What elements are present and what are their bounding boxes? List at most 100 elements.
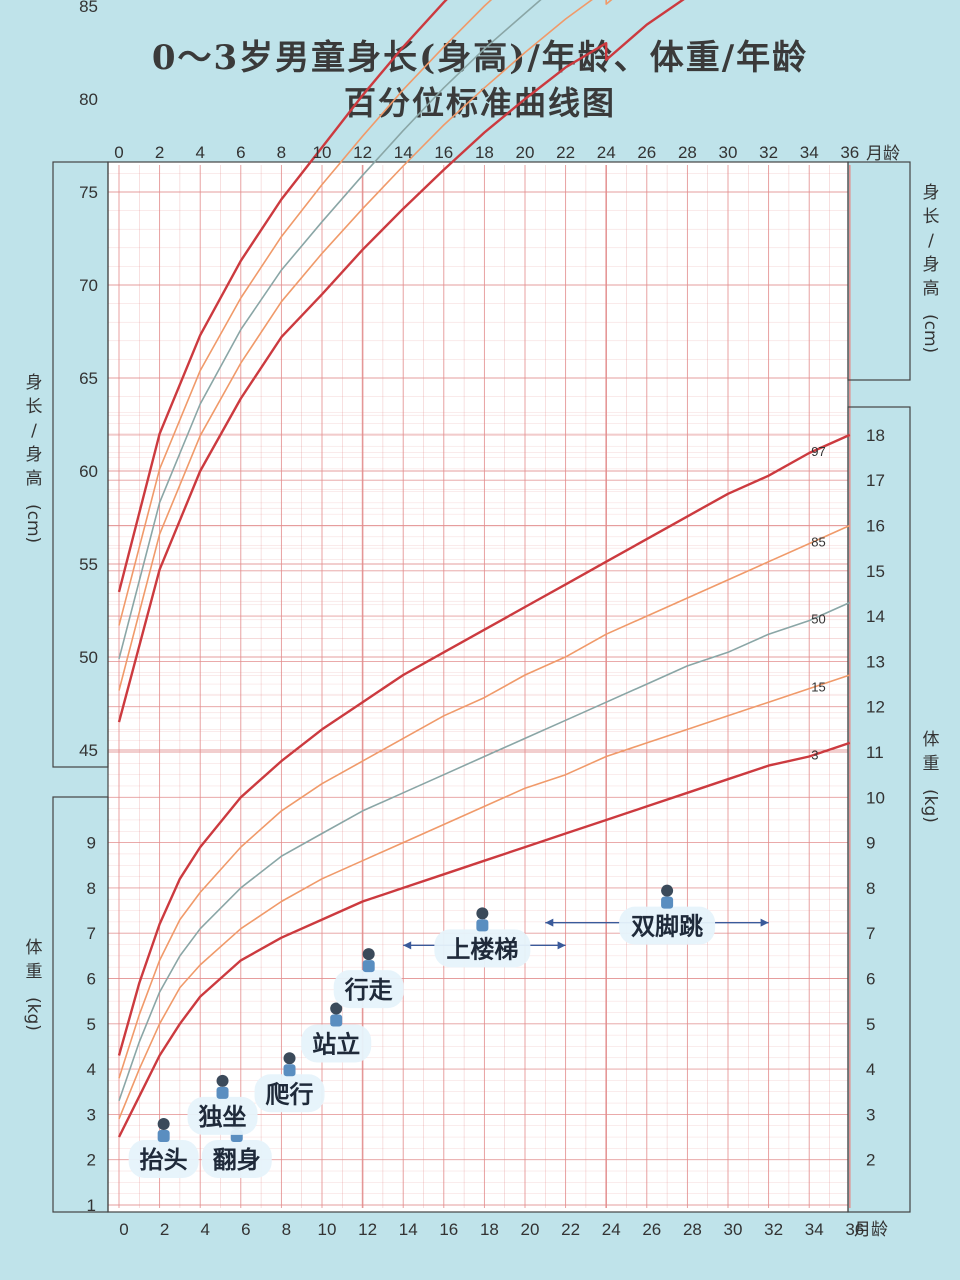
axis-label-char: 体 (923, 730, 940, 750)
x-tick-top: 8 (277, 143, 286, 162)
axis-label-unit: (kg) (23, 997, 43, 1031)
weight-tick-left: 6 (87, 970, 96, 989)
x-unit-top: 月龄 (866, 144, 900, 164)
milestone-bubble (619, 906, 716, 945)
weight-percentile-label: 15 (811, 680, 825, 695)
plot-frame (107, 161, 849, 1213)
x-tick-bottom: 26 (642, 1220, 661, 1239)
x-unit-bottom: 月龄 (854, 1220, 888, 1240)
axis-label-char: 身 (26, 373, 43, 393)
weight-axis-label-left: 体重 (kg) (23, 938, 43, 1031)
x-tick-bottom: 28 (683, 1220, 702, 1239)
x-tick-top: 2 (155, 143, 164, 162)
height-curve-p97 (117, 0, 448, 593)
axis-label-char: 身 (923, 183, 940, 203)
weight-tick-left: 3 (87, 1105, 96, 1124)
weight-tick-right: 16 (866, 517, 885, 536)
x-tick-top: 18 (475, 143, 494, 162)
x-tick-top: 22 (556, 143, 575, 162)
milestone: 双脚跳 (545, 884, 769, 945)
milestone: 上楼梯 (403, 907, 566, 968)
height-tick-left: 70 (79, 276, 98, 295)
x-tick-bottom: 30 (724, 1220, 743, 1239)
weight-tick-left: 7 (87, 924, 96, 943)
height-axis-label-right: 身长∕身高(cm) (920, 183, 940, 353)
x-tick-bottom: 6 (241, 1220, 250, 1239)
milestone-bubble (187, 1096, 258, 1135)
figure-head (157, 1117, 170, 1130)
weight-tick-right: 7 (866, 924, 875, 943)
grid (108, 165, 851, 1208)
height-tick-left: 65 (79, 369, 98, 388)
weight-tick-right: 8 (866, 879, 875, 898)
weight-tick-right: 3 (866, 1105, 875, 1124)
weight-tick-left: 4 (87, 1060, 96, 1079)
milestone-bubble (301, 1024, 372, 1063)
x-tick-top: 14 (394, 143, 413, 162)
figure-body (283, 1064, 296, 1077)
weight-axis-label-right: 体重 (kg) (920, 730, 940, 823)
x-tick-top: 12 (353, 143, 372, 162)
x-tick-bottom: 2 (160, 1220, 169, 1239)
x-tick-top: 36 (840, 143, 859, 162)
milestone-label: 双脚跳 (631, 913, 703, 941)
x-tick-top: 0 (114, 143, 123, 162)
figure-body (216, 1086, 229, 1099)
weight-percentile-label: 97 (811, 444, 825, 459)
milestone: 独坐 (187, 1074, 258, 1135)
weight-tick-right: 14 (866, 607, 885, 626)
axis-label-char: 高 (923, 279, 940, 299)
x-tick-bottom: 24 (602, 1220, 621, 1239)
height-curve-p3 (117, 0, 685, 723)
figure-body (362, 960, 375, 973)
milestone-label: 独坐 (199, 1103, 247, 1131)
x-tick-top: 20 (516, 143, 535, 162)
weight-tick-right: 12 (866, 698, 885, 717)
height-tick-left: 60 (79, 462, 98, 481)
axis-label-unit: (cm) (920, 314, 940, 353)
percentile-curves (117, 0, 851, 1138)
weight-tick-left: 5 (87, 1015, 96, 1034)
milestone-range-arrow-right (557, 941, 566, 950)
percentile-labels: 978550153978550153 (811, 444, 825, 763)
weight-percentile-label: 3 (811, 748, 818, 763)
axis-label-char: 长 (923, 207, 940, 227)
height-tick-left: 75 (79, 183, 98, 202)
milestone-label: 行走 (344, 976, 393, 1004)
weight-tick-left: 1 (87, 1196, 96, 1215)
milestone-bubble (201, 1139, 272, 1178)
milestone: 爬行 (254, 1052, 325, 1113)
weight-tick-right: 9 (866, 834, 875, 853)
figure-body (157, 1129, 170, 1142)
x-tick-top: 10 (313, 143, 332, 162)
weight-tick-right: 5 (866, 1015, 875, 1034)
figure-body (661, 896, 674, 909)
milestone-label: 抬头 (140, 1146, 188, 1174)
milestone-label: 上楼梯 (446, 935, 518, 963)
weight-tick-right: 6 (866, 970, 875, 989)
baby-crawling-icon (283, 1052, 296, 1077)
chart-paper (108, 162, 848, 1212)
weight-curve-p3 (117, 741, 851, 1138)
milestone-label: 爬行 (266, 1080, 314, 1108)
x-tick-top: 30 (719, 143, 738, 162)
weight-tick-left: 2 (87, 1151, 96, 1170)
x-tick-top: 24 (597, 143, 616, 162)
weight-tick-right: 2 (866, 1151, 875, 1170)
height-axis-label-left: 身长∕身高(cm) (23, 373, 43, 543)
figure-head (283, 1052, 296, 1065)
weight-tick-right: 15 (866, 562, 885, 581)
chart-title-line2: 百分位标准曲线图 (343, 84, 616, 122)
figure-head (476, 907, 489, 920)
weight-curve-p50 (118, 601, 851, 1102)
milestone: 抬头 (128, 1117, 199, 1178)
x-tick-top: 26 (637, 143, 656, 162)
weight-curve-p85 (118, 524, 851, 1079)
weight-tick-right: 17 (866, 471, 885, 490)
height-tick-left: 55 (79, 555, 98, 574)
right-height-frame (847, 161, 911, 381)
axis-label-char: 身 (26, 445, 43, 465)
axis-label-char: 体 (26, 938, 43, 958)
left-weight-frame (52, 796, 109, 1213)
weight-tick-right: 13 (866, 652, 885, 671)
